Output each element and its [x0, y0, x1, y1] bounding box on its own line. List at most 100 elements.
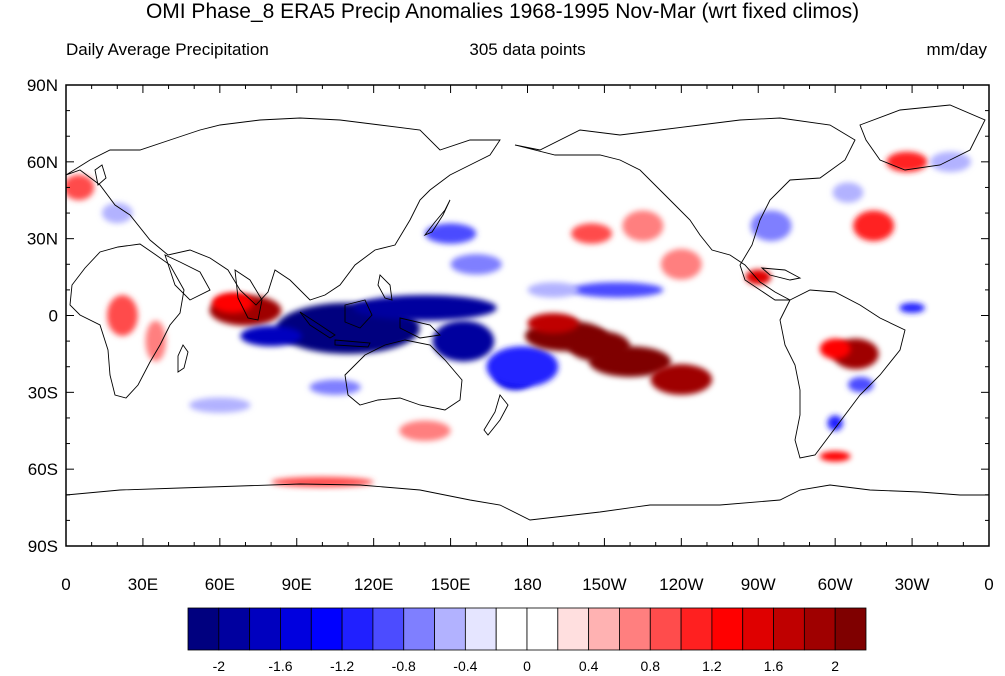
subtitle-center: 305 data points: [469, 40, 586, 59]
anomaly-region: [450, 254, 502, 275]
colorbar-swatch: [557, 607, 590, 651]
anomaly-region: [930, 151, 972, 173]
anomaly-region: [486, 346, 559, 388]
colorbar-label: -1.6: [268, 658, 292, 674]
lat-tick-label: 30S: [28, 383, 58, 402]
anomaly-region: [650, 364, 713, 395]
anomaly-region: [212, 292, 254, 313]
colorbar-label: 1.6: [764, 658, 784, 674]
coast-java: [334, 339, 371, 348]
anomaly-region: [271, 476, 374, 488]
colorbar-label: 0: [523, 658, 531, 674]
colorbar-swatch: [403, 607, 435, 651]
anomaly-region: [568, 330, 631, 362]
colorbar-label: -0.8: [392, 658, 416, 674]
lon-tick-label: 150W: [582, 575, 626, 594]
anomaly-region: [819, 338, 851, 360]
colorbar-swatch: [495, 607, 528, 651]
anomaly-region: [107, 295, 138, 336]
anomaly-region: [571, 282, 664, 298]
anomaly-region: [750, 210, 792, 242]
coast-antarctica: [66, 483, 989, 521]
coast-greenland: [859, 104, 986, 171]
colorbar-swatch: [464, 607, 497, 651]
colorbar-swatch: [341, 607, 374, 651]
anomaly-region: [527, 282, 579, 298]
map-background: [66, 85, 989, 546]
colorbar-swatch: [588, 607, 620, 651]
colorbar-swatch: [680, 607, 713, 651]
colorbar-swatch: [526, 607, 559, 651]
lon-tick-label: 90W: [741, 575, 776, 594]
lat-tick-label: 30N: [27, 230, 58, 249]
anomaly-region: [819, 451, 851, 462]
lat-tick-label: 90N: [27, 76, 58, 95]
lon-tick-label: 0: [61, 575, 70, 594]
anomaly-region: [240, 325, 302, 347]
lat-tick-label: 0: [49, 307, 58, 326]
colorbar-swatch: [834, 607, 867, 651]
anomaly-region: [847, 376, 874, 393]
anomaly-region: [432, 320, 495, 362]
colorbar-swatch: [310, 607, 343, 651]
anomaly-region: [309, 379, 361, 395]
colorbar-swatch: [218, 607, 251, 651]
coast-south-america: [779, 289, 906, 459]
coast-british-isles: [94, 164, 107, 186]
coast-africa: [69, 243, 185, 399]
lon-tick-label: 120E: [354, 575, 394, 594]
coast-arabia: [164, 254, 211, 301]
anomaly-region: [66, 174, 95, 201]
coast-australia: [344, 339, 463, 411]
anomaly-region: [101, 202, 133, 224]
lon-tick-label: 180: [513, 575, 541, 594]
colorbar: -2 -1.6 -1.2 -0.8 -0.4 0 0.4 0.8 1.2 1.6 2: [187, 607, 867, 674]
lon-tick-label: 90E: [282, 575, 312, 594]
colorbar-swatch: [434, 607, 466, 651]
anomaly-region: [424, 223, 477, 244]
figure-title: OMI Phase_8 ERA5 Precip Anomalies 1968-1…: [145, 0, 860, 23]
coast-madagascar: [177, 344, 189, 373]
lat-tick-label: 90S: [28, 537, 58, 556]
anomaly-region: [827, 415, 843, 431]
coast-borneo: [344, 299, 373, 329]
colorbar-swatch: [280, 607, 312, 651]
colorbar-swatch: [619, 607, 651, 651]
coast-japan: [423, 199, 451, 237]
lon-tick-label: 60E: [205, 575, 235, 594]
anomaly-region: [145, 320, 166, 362]
colorbar-swatch: [372, 607, 405, 651]
lat-tick-label: 60S: [28, 460, 58, 479]
colorbar-swatch: [249, 607, 281, 651]
colorbar-label: 0.8: [641, 658, 661, 674]
lon-tick-label: 30W: [895, 575, 930, 594]
colorbar-label: 0.4: [579, 658, 599, 674]
anomaly-field: [66, 151, 972, 488]
coastlines: [66, 104, 989, 521]
colorbar-swatch: [742, 607, 774, 651]
colorbar-swatch: [187, 607, 220, 651]
anomaly-region: [832, 182, 864, 203]
lon-tick-label: 150E: [431, 575, 471, 594]
colorbar-swatch: [649, 607, 682, 651]
lat-tick-label: 60N: [27, 153, 58, 172]
coast-north-america: [514, 117, 856, 301]
subtitle-units: mm/day: [926, 40, 987, 59]
coast-india: [234, 269, 263, 321]
coast-sumatra: [299, 311, 336, 339]
anomaly-region: [622, 210, 664, 242]
anomaly-region: [886, 151, 928, 173]
lon-tick-label: 0: [984, 575, 993, 594]
lon-tick-label: 30E: [128, 575, 158, 594]
anomaly-region: [527, 312, 579, 334]
anomaly-region: [353, 295, 497, 321]
anomaly-region: [660, 248, 702, 280]
subtitle-left: Daily Average Precipitation: [66, 40, 269, 59]
colorbar-label: -1.2: [330, 658, 354, 674]
colorbar-label: 1.2: [702, 658, 722, 674]
anomaly-region: [571, 223, 613, 244]
coast-philippines: [377, 274, 393, 301]
map-ticks: [65, 84, 990, 547]
